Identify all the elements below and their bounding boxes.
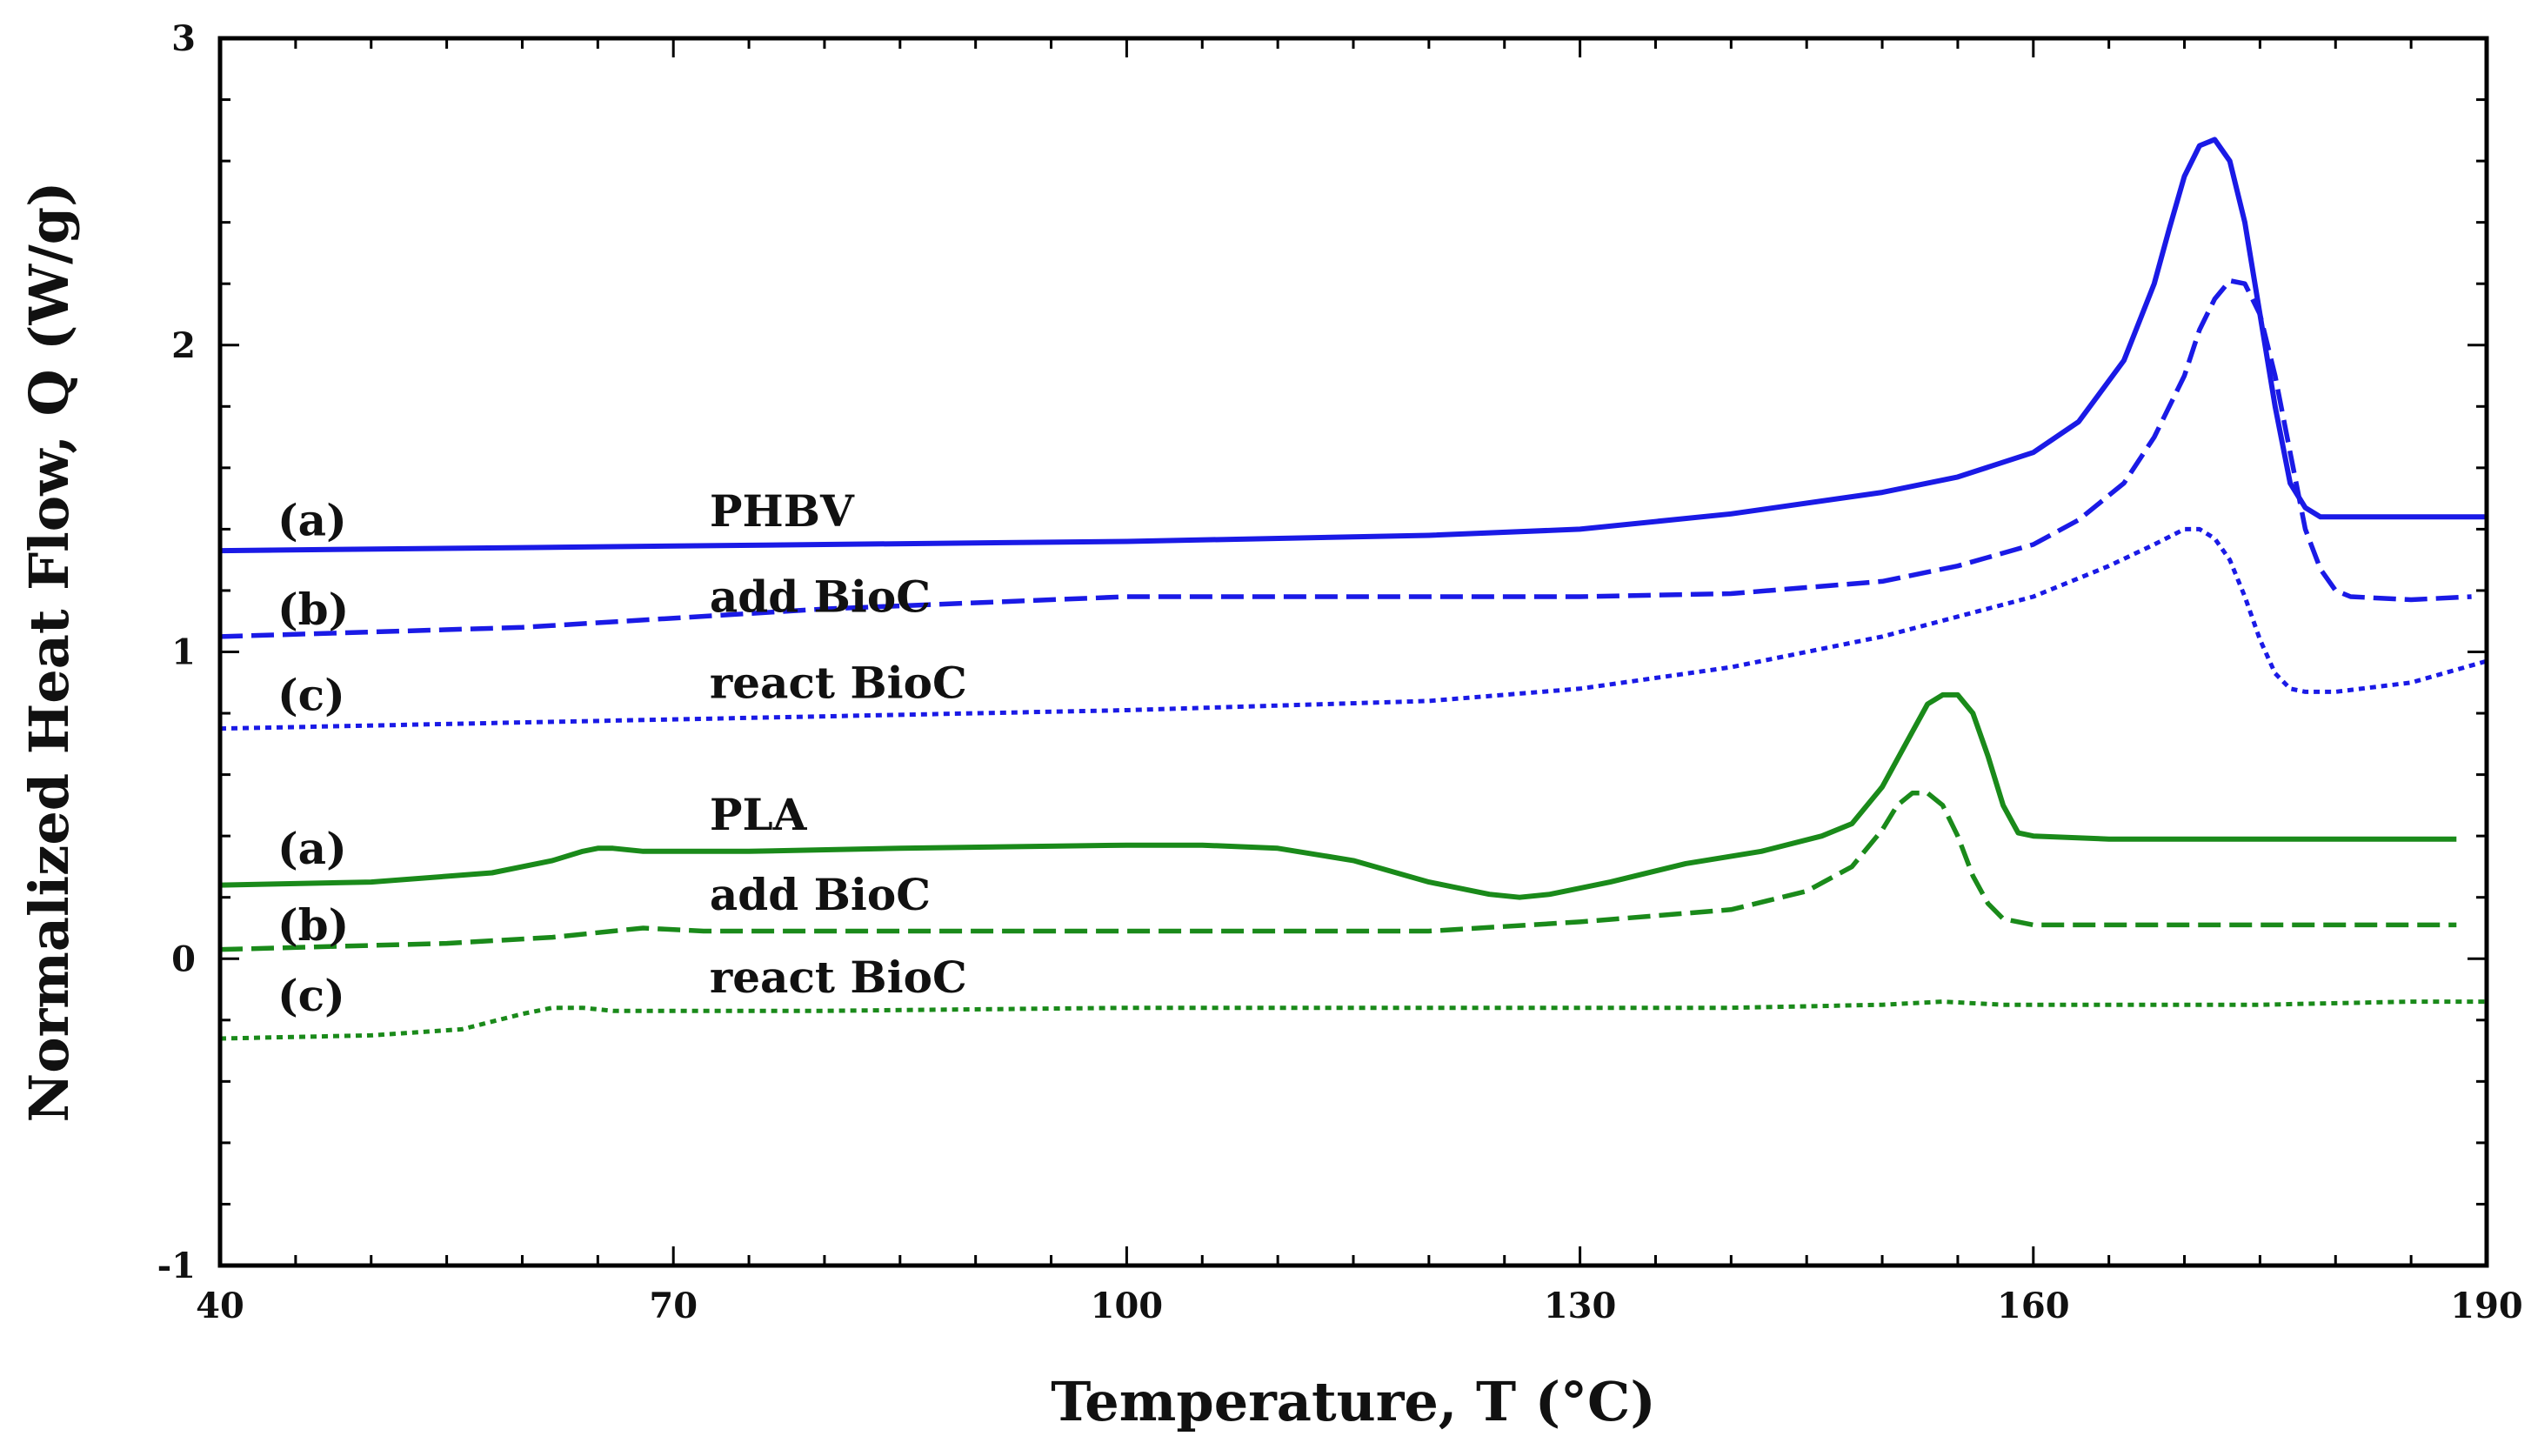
series-layer — [219, 137, 2488, 1041]
y-tick-label: 0 — [171, 938, 196, 979]
series-line-4 — [219, 691, 2457, 900]
y-tick-label: -1 — [157, 1246, 196, 1286]
tick-labels: 40 70 100 130 160 190 -1 0 1 2 3 — [157, 18, 2523, 1326]
curve-annotation: (b) — [277, 584, 349, 635]
x-axis-title: Temperature, T (°C) — [1051, 1370, 1655, 1433]
curve-annotation: add BioC — [710, 869, 931, 920]
x-tick-label: 190 — [2450, 1286, 2523, 1326]
x-tick-label: 70 — [649, 1286, 698, 1326]
curve-annotation: (c) — [277, 970, 345, 1021]
y-tick-label: 1 — [171, 632, 196, 673]
curve-annotation: PLA — [710, 789, 808, 840]
curve-annotation: (c) — [277, 670, 345, 721]
y-axis-title: Normalized Heat Flow, Q (W/g) — [17, 182, 81, 1123]
annotations: (a) PHBV (b) add BioC (c) react BioC (a) PLA (b)… — [277, 485, 967, 1021]
x-tick-label: 160 — [1997, 1286, 2070, 1326]
series-line-3 — [219, 526, 2488, 731]
series-line-1 — [219, 137, 2487, 554]
ticks-layer — [218, 37, 2488, 1267]
y-tick-label: 2 — [171, 325, 196, 366]
curve-annotation: react BioC — [710, 952, 967, 1003]
y-tick-label: 3 — [171, 18, 196, 59]
series-line-2 — [219, 277, 2472, 639]
series-line-5 — [219, 791, 2457, 952]
x-tick-label: 130 — [1544, 1286, 1617, 1326]
plot-frame — [217, 36, 2489, 1268]
curve-annotation: (a) — [277, 823, 347, 874]
curve-annotation: add BioC — [710, 571, 931, 623]
curve-annotation: (b) — [277, 899, 349, 951]
curve-annotation: PHBV — [710, 485, 855, 537]
curve-annotation: (a) — [277, 494, 347, 545]
series-line-6 — [219, 999, 2487, 1041]
x-tick-label: 100 — [1091, 1286, 1164, 1326]
x-tick-label: 40 — [196, 1286, 244, 1326]
curve-annotation: react BioC — [710, 657, 967, 708]
